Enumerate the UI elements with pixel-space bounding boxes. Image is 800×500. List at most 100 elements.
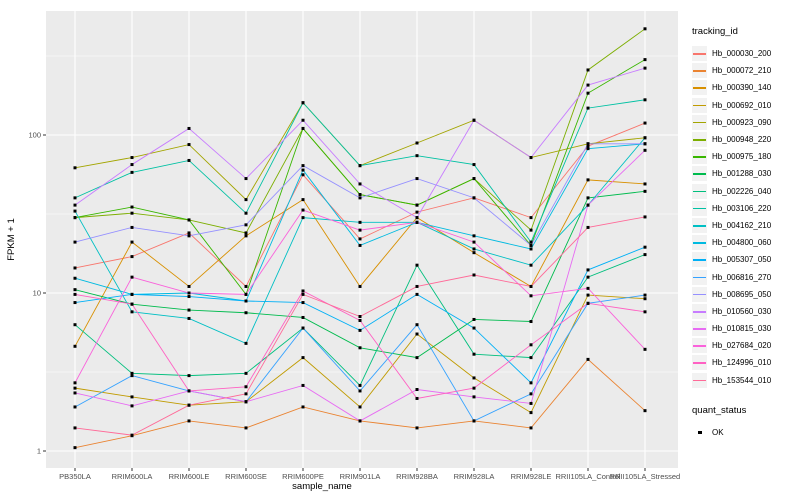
data-point [73, 292, 77, 296]
legend-item-label: Hb_004800_060 [712, 238, 772, 248]
legend-color-line [693, 121, 706, 124]
data-point [130, 292, 134, 296]
data-point [73, 301, 77, 305]
data-point [187, 218, 191, 222]
legend-item-label: Hb_010560_030 [712, 306, 772, 316]
legend-key-swatch [692, 183, 707, 199]
data-point [472, 352, 476, 356]
data-point [130, 255, 134, 259]
data-point [130, 205, 134, 209]
data-point [529, 216, 533, 220]
legend-item-Hb_000975_180: Hb_000975_180 [692, 148, 800, 165]
legend-item-Hb_004800_060: Hb_004800_060 [692, 234, 800, 251]
data-point [73, 209, 77, 213]
data-point [301, 383, 305, 387]
quant-legend-title: quant_status [692, 404, 747, 416]
data-point [358, 243, 362, 247]
legend-item-label: Hb_000948_220 [712, 135, 772, 145]
data-point [529, 320, 533, 324]
data-point [415, 284, 419, 288]
data-point [529, 243, 533, 247]
data-point [187, 234, 191, 238]
data-point [643, 215, 647, 219]
data-point [301, 118, 305, 122]
data-point [415, 292, 419, 296]
data-point [244, 231, 248, 235]
legend-key-swatch [692, 80, 707, 96]
data-point [130, 225, 134, 229]
legend-item-Hb_006816_270: Hb_006816_270 [692, 268, 800, 285]
legend-item-label: Hb_000030_200 [712, 49, 772, 59]
legend-item-Hb_153544_010: Hb_153544_010 [692, 372, 800, 389]
data-point [244, 284, 248, 288]
legend-item-label: Hb_000072_210 [712, 66, 772, 76]
data-point [187, 231, 191, 235]
data-point [643, 121, 647, 125]
data-point [415, 210, 419, 214]
data-point [301, 198, 305, 202]
legend-item-Hb_000072_210: Hb_000072_210 [692, 62, 800, 79]
data-point [472, 317, 476, 321]
data-point [73, 203, 77, 207]
data-point [187, 295, 191, 299]
data-point [130, 374, 134, 378]
data-point [358, 328, 362, 332]
data-point [358, 182, 362, 186]
data-point [529, 343, 533, 347]
data-point [187, 158, 191, 162]
data-point [472, 163, 476, 167]
legend-key-swatch [692, 286, 707, 302]
legend-color-line [693, 156, 706, 158]
data-point [586, 268, 590, 272]
data-point [130, 240, 134, 244]
data-point [301, 164, 305, 168]
data-point [586, 178, 590, 182]
y-tick-label: 100 [28, 131, 41, 140]
data-point [643, 58, 647, 62]
data-point [130, 404, 134, 408]
data-point [586, 106, 590, 110]
data-point [73, 166, 77, 170]
legend-item-label: Hb_000975_180 [712, 152, 772, 162]
data-point [130, 395, 134, 399]
data-point [529, 392, 533, 396]
legend-color-line [693, 70, 706, 72]
legend-color-line [693, 87, 706, 90]
data-point [643, 27, 647, 31]
data-point [301, 326, 305, 330]
x-tick-label: RRII105LA_Control [555, 472, 620, 481]
data-point [472, 419, 476, 423]
legend-color-line [693, 293, 706, 296]
data-point [643, 66, 647, 70]
data-point [130, 170, 134, 174]
data-point [415, 220, 419, 224]
legend-color-line [693, 207, 706, 210]
data-point [244, 198, 248, 202]
legend-color-line [693, 190, 706, 193]
data-point [130, 163, 134, 167]
data-point [472, 240, 476, 244]
data-point [244, 211, 248, 215]
legend-item-label: Hb_006816_270 [712, 272, 772, 282]
data-point [643, 253, 647, 257]
data-point [529, 401, 533, 405]
data-point [301, 173, 305, 177]
data-point [301, 289, 305, 293]
y-axis-title: FPKM + 1 [6, 218, 17, 261]
data-point [415, 141, 419, 145]
legend-color-line [693, 104, 706, 107]
data-point [358, 419, 362, 423]
data-point [586, 83, 590, 87]
data-point [358, 346, 362, 350]
data-point [301, 405, 305, 409]
legend-color-line [693, 345, 706, 347]
data-point [130, 310, 134, 314]
data-point [130, 302, 134, 306]
x-tick-label: PB350LA [59, 472, 91, 481]
legend-title: tracking_id [692, 26, 738, 37]
data-point [358, 315, 362, 319]
data-point [73, 288, 77, 292]
legend-color-line [693, 139, 706, 141]
legend-panel: tracking_id Hb_000030_200 Hb_000072_210 Hb… [692, 26, 800, 441]
